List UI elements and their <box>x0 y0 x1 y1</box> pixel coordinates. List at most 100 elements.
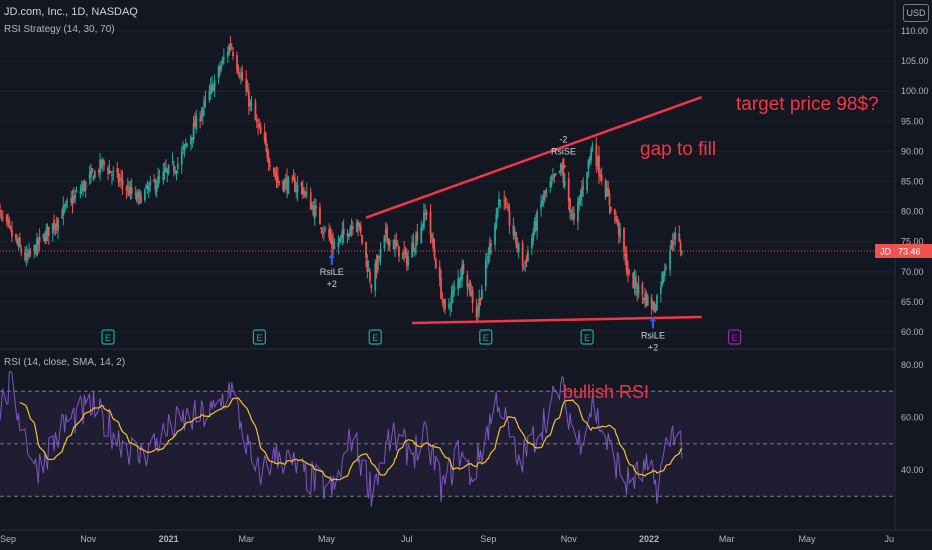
candle-body <box>249 101 252 107</box>
candle <box>469 279 471 297</box>
candle <box>84 180 87 198</box>
rsi-title[interactable]: RSI (14, close, SMA, 14, 2) <box>4 357 126 368</box>
candle-body <box>125 188 128 191</box>
candle <box>604 178 607 200</box>
price-tick-label: 75.00 <box>901 237 924 247</box>
candle <box>487 247 490 265</box>
candle <box>129 180 132 201</box>
candle <box>451 283 454 303</box>
candle <box>562 168 565 188</box>
candle <box>66 197 69 209</box>
candle <box>578 194 581 211</box>
candle-body <box>70 197 73 203</box>
candle-body <box>92 175 95 181</box>
earnings-letter: E <box>584 333 590 343</box>
price-tick-label: 60.00 <box>901 327 924 337</box>
candle <box>542 190 545 208</box>
candle <box>282 179 284 192</box>
candle <box>432 232 435 250</box>
candle <box>642 297 645 304</box>
candle <box>80 180 83 195</box>
candle-body <box>490 243 492 247</box>
candle <box>232 47 234 60</box>
candle-body <box>512 225 515 236</box>
candle <box>157 167 159 189</box>
candle-body <box>516 244 519 248</box>
candle-body <box>554 173 557 176</box>
candle-body <box>162 171 165 180</box>
candle-body <box>457 278 460 289</box>
signal-long: RsiLE +2 <box>320 252 344 289</box>
candle-body <box>329 234 332 240</box>
candle-body <box>403 249 406 254</box>
symbol-title[interactable]: JD.com, Inc., 1D, NASDAQ <box>4 6 138 18</box>
candle <box>259 122 262 134</box>
candle-body <box>212 85 215 92</box>
candle-body <box>167 165 170 173</box>
candle-body <box>333 246 336 249</box>
candle-body <box>374 263 377 291</box>
candle <box>540 194 542 217</box>
candle <box>532 228 535 246</box>
candle-body <box>217 66 220 79</box>
candle <box>1 210 4 223</box>
candle-body <box>20 248 23 253</box>
candle <box>305 182 308 199</box>
candle-body <box>147 185 150 192</box>
candle-body <box>116 168 119 173</box>
candle-body <box>337 242 340 248</box>
candle-body <box>453 286 456 290</box>
candle-body <box>200 115 203 119</box>
candle <box>554 172 557 177</box>
candle-body <box>72 196 75 202</box>
candle <box>490 239 492 256</box>
candle <box>186 142 188 148</box>
candle <box>71 189 74 214</box>
candle <box>607 180 610 196</box>
candle <box>25 245 28 267</box>
candle-body <box>577 201 579 222</box>
candle <box>53 214 55 235</box>
strategy-title[interactable]: RSI Strategy (14, 30, 70) <box>4 24 115 35</box>
candle-body <box>633 277 636 286</box>
candle <box>512 217 515 241</box>
candle <box>533 217 536 236</box>
price-axis[interactable]: 110.00 105.00 100.00 95.00 90.00 85.00 80.00 75… <box>901 26 929 337</box>
candle <box>662 271 665 284</box>
signal-arrow-down <box>560 158 567 171</box>
candle-body <box>420 226 423 243</box>
last-price-symbol: JD <box>880 246 892 256</box>
candle-body <box>228 45 231 55</box>
candle <box>459 268 462 289</box>
candle <box>671 233 674 252</box>
candle-body <box>219 67 221 70</box>
candle <box>632 271 635 289</box>
candle <box>498 191 500 209</box>
candle-body <box>542 193 545 200</box>
candle <box>442 298 445 312</box>
candle <box>505 198 508 208</box>
candle-body <box>276 176 279 183</box>
candle-body <box>424 213 427 216</box>
candle <box>24 246 27 263</box>
candle-body <box>90 170 92 178</box>
rsi-line <box>0 370 683 507</box>
candle <box>278 180 281 186</box>
time-axis[interactable]: Sep Nov 2021 Mar May Jul Sep Nov 2022 Mar May Ju <box>0 534 894 544</box>
candle-body <box>237 67 240 74</box>
candle <box>655 293 658 311</box>
candle-body <box>121 179 124 186</box>
candle-body <box>392 240 395 250</box>
candle-body <box>387 238 390 246</box>
candle-body <box>284 179 287 183</box>
candle <box>470 283 473 298</box>
candle <box>241 65 244 82</box>
candle <box>54 223 57 236</box>
candle <box>99 152 102 181</box>
rsi-axis[interactable]: 80.00 60.00 40.00 <box>901 360 924 475</box>
candle-body <box>54 225 57 231</box>
currency-badge[interactable]: USD <box>903 4 929 22</box>
candle <box>43 231 46 245</box>
